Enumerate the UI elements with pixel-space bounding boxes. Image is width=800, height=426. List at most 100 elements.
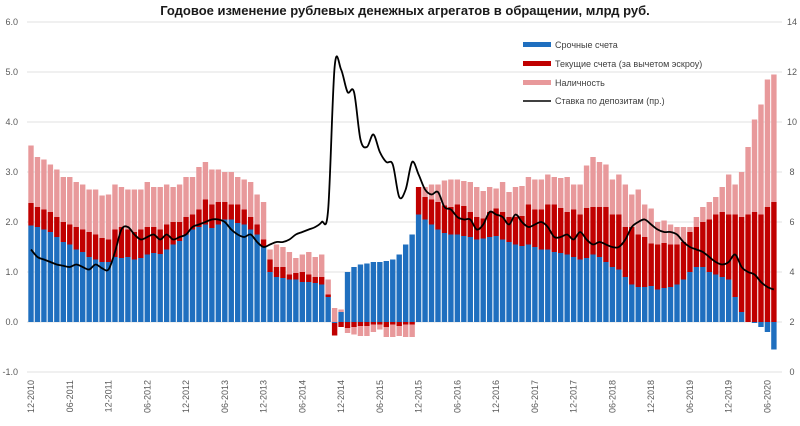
bar-current-accounts [151, 227, 157, 253]
bar-term-deposits [409, 234, 415, 322]
bar-current-accounts [293, 273, 299, 280]
bar-cash [73, 182, 79, 227]
bar-term-deposits [383, 261, 389, 322]
bar-cash [79, 184, 86, 230]
bar-cash [564, 177, 570, 212]
legend-swatch-current [523, 61, 551, 66]
bar-cash [99, 195, 105, 238]
bar-term-deposits [538, 249, 545, 322]
bar-cash [157, 187, 163, 230]
bar-current-accounts [609, 214, 616, 267]
x-tick-label: 12-2012 [181, 380, 191, 413]
bar-cash [293, 258, 299, 273]
bar-term-deposits [719, 277, 725, 322]
bar-term-deposits [319, 284, 325, 322]
bar-term-deposits [590, 254, 596, 322]
bar-cash [622, 184, 629, 227]
bar-cash [467, 182, 473, 212]
y-tick-label: 6.0 [5, 17, 18, 27]
bar-current-accounts [415, 187, 422, 215]
x-tick-label: 12-2013 [259, 380, 269, 413]
bar-cash [254, 194, 260, 225]
bar-current-accounts [280, 267, 286, 278]
bar-term-deposits [629, 284, 635, 322]
bar-cash [654, 222, 661, 245]
bar-current-accounts [163, 224, 170, 250]
bar-cash [493, 188, 499, 209]
bar-current-accounts [28, 203, 34, 226]
bar-term-deposits [79, 252, 86, 322]
bar-term-deposits [506, 242, 512, 322]
legend: Срочные счета Текущие счета (за вычетом … [523, 40, 702, 106]
y-axis-left: -1.0 0.0 1.0 2.0 3.0 4.0 5.0 6.0 [2, 17, 18, 377]
bar-current-accounts [235, 204, 241, 223]
bar-term-deposits [570, 257, 577, 322]
bar-term-deposits [163, 249, 170, 322]
bar-cash [351, 327, 357, 335]
x-tick-label: 06-2014 [297, 380, 307, 413]
bar-current-accounts [725, 214, 732, 280]
bar-term-deposits [622, 277, 629, 322]
bar-current-accounts [47, 212, 54, 232]
bar-current-accounts [390, 322, 396, 325]
bar-term-deposits [635, 287, 641, 322]
bar-current-accounts [764, 207, 771, 322]
bar-current-accounts [448, 207, 454, 235]
bar-term-deposits [247, 229, 254, 322]
bar-current-accounts [654, 244, 661, 290]
bar-cash [118, 187, 125, 227]
bar-term-deposits [415, 214, 422, 322]
bar-term-deposits [577, 259, 583, 322]
bar-term-deposits [105, 262, 112, 322]
y-axis-right: 0 2 4 6 8 10 12 14 [787, 17, 797, 377]
bar-cash [667, 224, 674, 245]
bar-current-accounts [267, 259, 273, 272]
bar-cash [92, 189, 99, 235]
x-tick-label: 06-2011 [65, 380, 75, 412]
x-axis: 12-2010 06-2011 12-2011 06-2012 12-2012 06-20… [26, 380, 772, 413]
bar-cash [609, 179, 616, 215]
bar-current-accounts [241, 209, 247, 225]
bar-cash [170, 187, 176, 222]
bar-current-accounts [138, 229, 144, 258]
bar-cash [751, 119, 758, 212]
bar-current-accounts [344, 322, 351, 328]
bar-cash [732, 184, 738, 215]
bar-cash [499, 182, 506, 212]
bar-cash [60, 177, 66, 222]
rate-line-group [30, 55, 775, 291]
x-tick-label: 06-2016 [452, 380, 462, 413]
bar-current-accounts [325, 294, 331, 297]
bar-term-deposits [357, 264, 364, 322]
bar-current-accounts [125, 229, 131, 257]
bar-term-deposits [441, 233, 448, 322]
bar-current-accounts [189, 214, 196, 230]
bar-cash [680, 227, 687, 242]
bars [28, 74, 777, 350]
bar-term-deposits [370, 262, 377, 322]
bar-current-accounts [112, 229, 118, 257]
bar-term-deposits [667, 287, 674, 322]
bar-current-accounts [351, 322, 357, 327]
bar-current-accounts [467, 212, 473, 237]
bar-cash [474, 187, 480, 217]
bar-term-deposits [131, 259, 138, 322]
bar-current-accounts [260, 239, 267, 247]
bar-term-deposits [151, 253, 157, 322]
bar-term-deposits [461, 236, 467, 322]
bar-current-accounts [312, 277, 318, 283]
bar-current-accounts [493, 208, 499, 236]
bar-current-accounts [506, 217, 512, 242]
bar-current-accounts [629, 227, 635, 285]
bar-cash [402, 324, 409, 337]
bar-term-deposits [73, 249, 79, 322]
bar-cash [273, 244, 280, 267]
bar-term-deposits [499, 239, 506, 322]
bar-term-deposits [674, 284, 680, 322]
legend-term: Срочные счета [555, 40, 618, 50]
bar-term-deposits [260, 247, 267, 322]
bar-cash [247, 182, 254, 217]
bar-term-deposits [41, 229, 47, 322]
bar-current-accounts [751, 212, 758, 322]
bar-term-deposits [125, 257, 131, 322]
